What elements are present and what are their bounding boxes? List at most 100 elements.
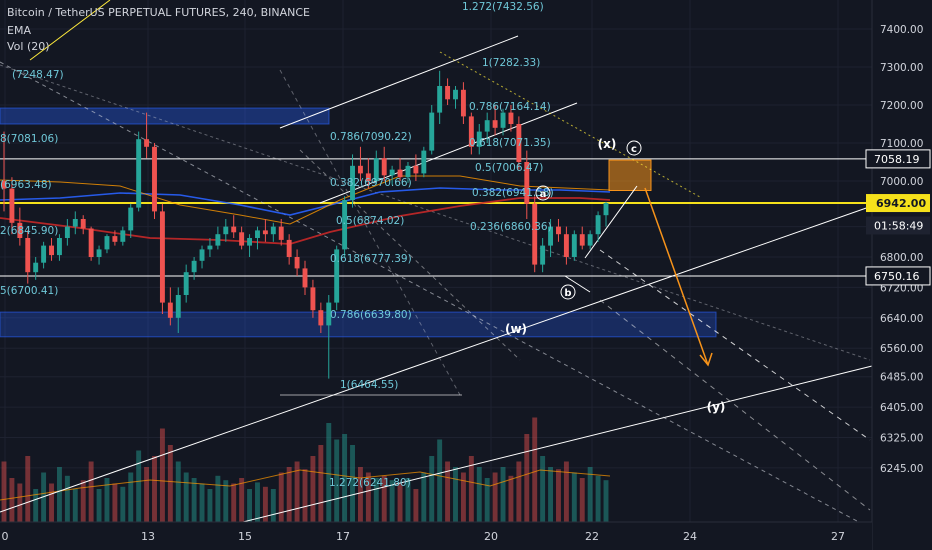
date-tick-label: 22 (585, 530, 599, 543)
volume-bar (460, 472, 466, 522)
volume-bar (413, 489, 419, 522)
price-tick-label: 6640.00 (880, 313, 923, 325)
candle-body (389, 169, 395, 176)
volume-bar (334, 439, 340, 522)
wave-circle (626, 140, 642, 156)
price-tick-label: 6560.00 (880, 343, 923, 355)
wave-label: (y) (707, 400, 726, 414)
candle-body (112, 236, 118, 242)
volume-bar (492, 472, 498, 522)
volume-bar (421, 472, 427, 522)
fib-label: 5(6700.41) (0, 285, 58, 297)
resistance-zone (0, 107, 330, 125)
volume-bar (571, 472, 577, 522)
annotation-labels: 1.272(7432.56) 1(7282.33) 0.786(7164.14) 0.… (0, 1, 725, 489)
volume-bar (231, 483, 237, 522)
volume-bar (484, 478, 490, 522)
candle-body (88, 228, 94, 257)
candle-body (476, 131, 482, 147)
volume-bar (80, 480, 86, 522)
price-tick-label: 7400.00 (880, 24, 923, 36)
fib-label: (6963.48) (0, 179, 52, 191)
volume-bar (524, 434, 530, 522)
candle-body (381, 158, 387, 176)
fib-label: 0.382(6941.58) (472, 187, 554, 199)
volume-bar (595, 475, 601, 522)
candle-body (207, 245, 213, 250)
candle-body (445, 86, 451, 100)
ema-line-orange (0, 175, 611, 225)
fib-label: 0.786(7090.22) (330, 131, 412, 143)
candle-body (255, 230, 260, 238)
candle-body (484, 120, 490, 132)
chart-title[interactable]: Bitcoin / TetherUS PERPETUAL FUTURES, 24… (7, 6, 310, 19)
volume-bar (540, 456, 546, 522)
candle-body (603, 203, 609, 216)
drawings (0, 0, 873, 550)
volume-bar (397, 483, 403, 522)
candle-body (1, 181, 7, 189)
candle-body (492, 120, 498, 128)
volume-bar (294, 461, 300, 522)
volume-bar (96, 489, 102, 522)
volume-bar (207, 489, 213, 522)
candle-body (556, 226, 561, 235)
volume-bar (429, 456, 435, 522)
volume-bar (64, 475, 70, 522)
volume-bar (350, 445, 355, 522)
volume-bar (120, 486, 126, 522)
indicator-ema-label[interactable]: EMA (7, 24, 31, 37)
volume-bar (278, 472, 284, 522)
volume-bar (159, 428, 165, 522)
candle-body (350, 165, 355, 200)
volume-bar (365, 472, 371, 522)
candle-body (405, 165, 411, 178)
volume-bar (373, 478, 379, 522)
lower-channel-line (0, 205, 873, 513)
fib-label: 0.236(6860.36) (470, 221, 552, 233)
candle-body (373, 158, 379, 181)
wave-connector-line (584, 185, 638, 259)
indicator-volume-label[interactable]: Vol (20) (7, 40, 50, 53)
candle-body (357, 165, 363, 174)
candle-body (294, 257, 300, 269)
candle-body (72, 219, 78, 227)
price-tick-label: 6325.00 (880, 433, 923, 445)
volume-bar (318, 445, 324, 522)
volume-bar (183, 472, 189, 522)
wave-circle (560, 284, 576, 300)
date-tick-label: 24 (683, 530, 697, 543)
volume-bar (136, 450, 142, 522)
volume-bar (302, 469, 308, 522)
candle-body (175, 295, 181, 318)
fib-label: 0.5(7006.47) (475, 162, 543, 174)
candle-body (167, 302, 173, 318)
fib-label: 1(6464.55) (340, 379, 398, 391)
candle-body (215, 234, 221, 246)
candle-body (231, 226, 237, 233)
volume-bar (112, 483, 118, 522)
volume-bar (445, 461, 451, 522)
volume-bar (587, 467, 593, 522)
price-label-box (865, 266, 931, 286)
candle-body (136, 139, 142, 208)
time-axis-background (0, 522, 872, 550)
dashed-projection-line (299, 149, 521, 361)
volume-bar (104, 478, 110, 522)
volume-bar (389, 480, 395, 522)
candle-body (579, 234, 585, 246)
price-tick-label: 6245.00 (880, 463, 923, 475)
candle-body (120, 230, 126, 242)
candle-body (326, 302, 332, 326)
volume-bar (152, 456, 157, 522)
volume-bar (405, 478, 411, 522)
candle-body (239, 232, 245, 246)
volume-bar (579, 478, 585, 522)
candle-body (223, 226, 229, 235)
wave-label: (x) (598, 137, 617, 151)
volume-bar (548, 467, 554, 522)
